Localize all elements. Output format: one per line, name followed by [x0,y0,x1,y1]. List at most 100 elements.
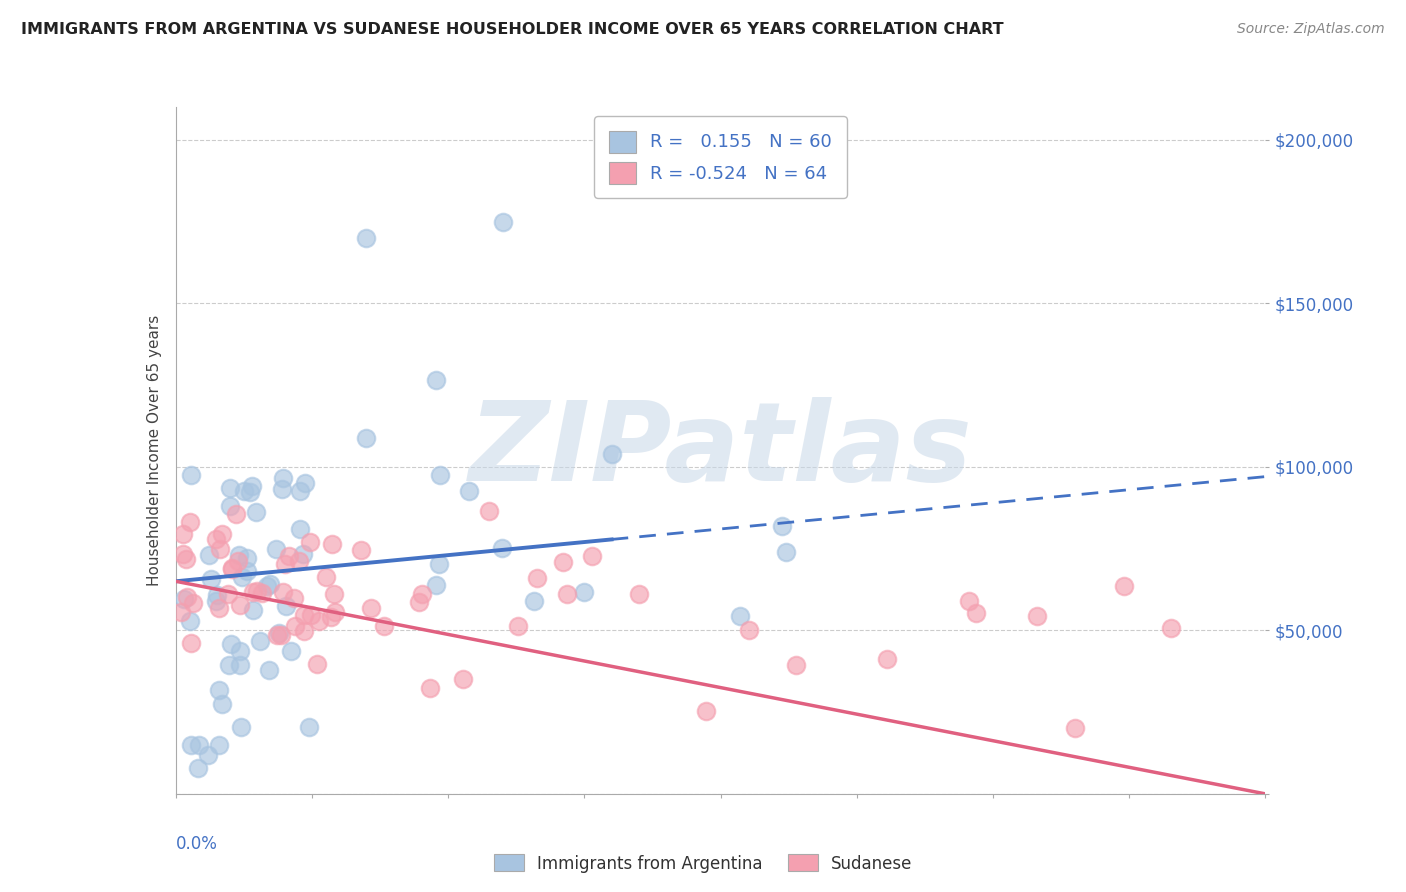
Point [1025,609,1047,624]
Point [228,548,250,562]
Point [225,508,247,522]
Point [226,554,249,568]
Point [217,587,239,601]
Point [174,551,197,566]
Point [738,623,761,637]
Point [229,644,252,658]
Point [600,447,623,461]
Point [218,499,240,513]
Point [232,483,254,498]
Point [270,628,292,642]
Point [425,373,447,387]
Point [205,594,228,608]
Point [360,601,382,615]
Point [1112,579,1135,593]
Point [274,557,297,571]
Point [280,644,302,658]
Point [354,431,377,445]
Point [229,599,252,613]
Point [270,483,292,497]
Point [271,584,294,599]
Point [211,526,233,541]
Point [231,720,253,734]
Point [235,551,257,566]
Legend: Immigrants from Argentina, Sudanese: Immigrants from Argentina, Sudanese [486,847,920,880]
Point [179,615,201,629]
Point [373,619,395,633]
Point [250,586,273,600]
Point [259,576,281,591]
Point [492,214,515,228]
Point [209,541,232,556]
Point [291,548,314,562]
Point [508,619,530,633]
Point [308,614,330,628]
Point [264,542,287,557]
Point [249,633,271,648]
Text: Source: ZipAtlas.com: Source: ZipAtlas.com [1237,22,1385,37]
Point [785,657,807,672]
Point [187,738,209,752]
Point [581,549,603,564]
Point [219,638,242,652]
Point [176,590,198,604]
Point [457,483,479,498]
Point [284,618,307,632]
Point [425,578,447,592]
Point [173,591,195,606]
Point [276,599,298,614]
Point [242,584,264,599]
Point [429,467,451,482]
Point [197,747,219,762]
Point [218,658,240,673]
Point [965,607,987,621]
Point [298,534,321,549]
Point [451,672,474,686]
Point [315,570,337,584]
Point [572,584,595,599]
Point [172,547,194,561]
Point [288,522,311,536]
Point [235,564,257,578]
Point [288,553,311,567]
Point [1160,621,1182,635]
Point [266,627,288,641]
Point [322,586,344,600]
Point [245,505,267,519]
Point [179,516,201,530]
Point [204,532,226,546]
Point [526,571,548,585]
Point [221,561,243,575]
Point [491,541,513,555]
Point [186,761,209,775]
Point [555,586,578,600]
Point [876,652,898,666]
Point [292,624,315,638]
Text: ZIPatlas: ZIPatlas [468,397,973,504]
Point [301,607,323,622]
Point [305,657,328,671]
Point [419,681,441,695]
Point [350,543,373,558]
Point [221,562,243,576]
Point [229,657,252,672]
Point [257,663,280,677]
Y-axis label: Householder Income Over 65 years: Householder Income Over 65 years [146,315,162,586]
Point [256,579,278,593]
Point [269,625,291,640]
Point [219,481,242,495]
Point [198,549,221,563]
Text: 0.0%: 0.0% [176,835,218,853]
Point [957,594,980,608]
Point [292,607,315,622]
Point [408,595,430,609]
Point [628,587,651,601]
Point [208,738,231,752]
Point [298,720,321,734]
Text: IMMIGRANTS FROM ARGENTINA VS SUDANESE HOUSEHOLDER INCOME OVER 65 YEARS CORRELATI: IMMIGRANTS FROM ARGENTINA VS SUDANESE HO… [21,22,1004,37]
Point [208,682,231,697]
Point [356,231,378,245]
Point [728,609,751,624]
Point [283,591,305,605]
Point [211,698,233,712]
